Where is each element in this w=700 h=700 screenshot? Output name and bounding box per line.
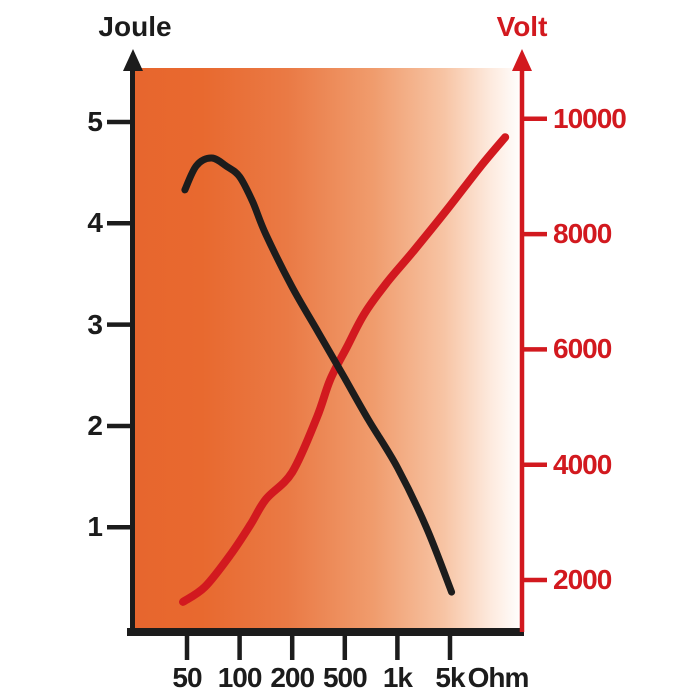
volt-curve xyxy=(179,133,510,606)
right-axis-title: Volt xyxy=(496,11,548,42)
left-tick-label: 3 xyxy=(87,309,103,340)
left-tick-label: 1 xyxy=(87,511,103,542)
x-tick-label: 50 xyxy=(172,662,202,693)
right-tick-label: 6000 xyxy=(553,333,612,364)
x-tick-label: 100 xyxy=(217,662,263,693)
x-tick-label: 500 xyxy=(322,662,368,693)
right-tick-label: 4000 xyxy=(553,449,612,480)
left-tick-label: 4 xyxy=(87,207,103,238)
x-tick-label: 1k xyxy=(382,662,413,693)
right-tick-label: 10000 xyxy=(553,103,627,134)
left-axis-title: Joule xyxy=(98,11,172,42)
joule-curve xyxy=(181,154,456,596)
x-tick-label: 200 xyxy=(270,662,315,693)
x-axis-unit-label: Ohm xyxy=(467,662,530,693)
left-axis-arrow-icon xyxy=(123,49,143,71)
left-tick-label: 5 xyxy=(87,106,103,137)
right-tick-label: 8000 xyxy=(553,218,612,249)
right-axis-arrow-icon xyxy=(512,49,532,71)
right-tick-label: 2000 xyxy=(553,564,612,595)
left-tick-label: 2 xyxy=(87,410,103,441)
x-tick-label: 5k xyxy=(435,662,465,693)
